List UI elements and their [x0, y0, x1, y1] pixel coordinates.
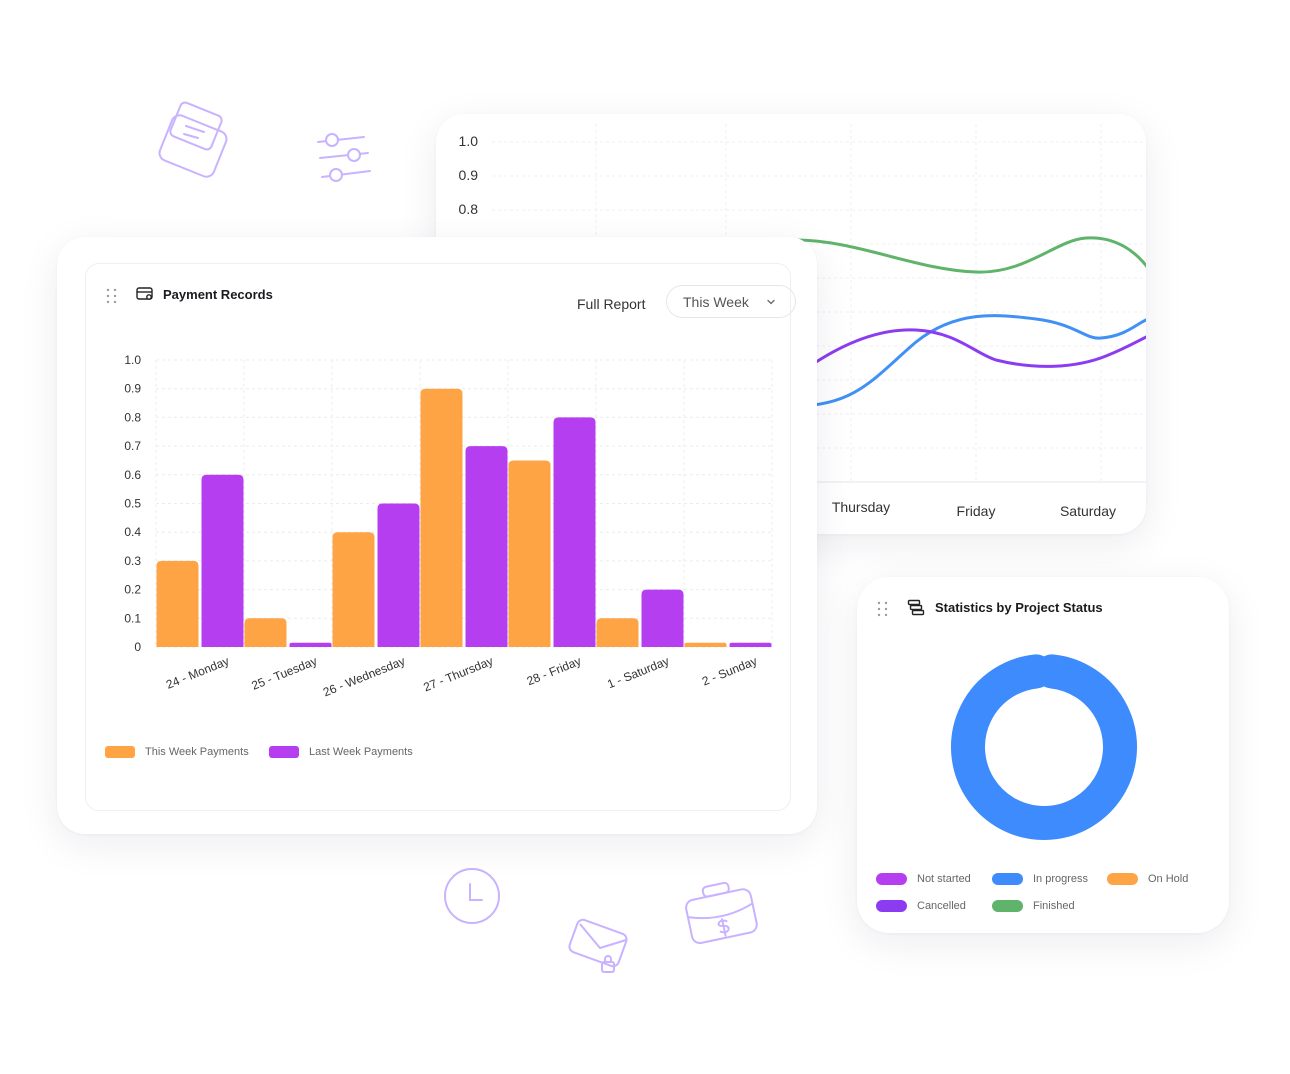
- legend-label-cancelled: Cancelled: [917, 900, 966, 912]
- line-x-tick-label: Saturday: [1060, 503, 1116, 519]
- project-status-donut: [951, 654, 1137, 840]
- line-y-tick-label: 0.9: [459, 167, 479, 183]
- bar-last-week: [465, 446, 508, 647]
- bar-last-week: [553, 417, 596, 647]
- clock-icon: [444, 868, 500, 924]
- x-tick-label: 24 - Monday: [164, 654, 231, 692]
- line-y-tick-label: 0.8: [459, 201, 479, 217]
- y-tick-label: 0.4: [124, 525, 141, 539]
- envelope-icon: [158, 101, 228, 178]
- line-x-tick-label: Thursday: [832, 499, 890, 515]
- payment-records-card: Payment Records Full Report This Week 1.…: [57, 237, 817, 834]
- bar-last-week: [201, 474, 244, 647]
- bar-this-week: [508, 460, 551, 647]
- y-tick-label: 0.6: [124, 468, 141, 482]
- y-tick-label: 0.2: [124, 583, 141, 597]
- x-tick-label: 1 - Saturday: [605, 654, 671, 691]
- bar-this-week: [156, 560, 199, 647]
- y-tick-label: 0.9: [124, 382, 141, 396]
- mail-lock-icon: [568, 918, 628, 973]
- legend-label-finished: Finished: [1033, 900, 1075, 912]
- x-tick-label: 2 - Sunday: [700, 654, 759, 689]
- y-tick-label: 0.8: [124, 410, 141, 424]
- project-status-title: Statistics by Project Status: [935, 600, 1103, 615]
- legend-label-this-week: This Week Payments: [145, 746, 249, 758]
- bar-this-week: [244, 618, 287, 647]
- legend-swatch-last-week: [269, 746, 299, 758]
- legend-label-last-week: Last Week Payments: [309, 746, 413, 758]
- legend-pill-on-hold: [1107, 873, 1138, 885]
- payment-card-icon: [136, 287, 153, 300]
- line-x-tick-label: Friday: [957, 503, 996, 519]
- donut-segment: [951, 654, 1137, 840]
- bar-this-week: [596, 618, 639, 647]
- y-tick-label: 0.1: [124, 611, 141, 625]
- legend-pill-in-progress: [992, 873, 1023, 885]
- legend-label-not-started: Not started: [917, 873, 971, 885]
- line-series-path: [794, 328, 1146, 378]
- period-select-value: This Week: [683, 294, 749, 310]
- payment-bar-chart: 1.0 0.9 0.8 0.7 0.6 0.5 0.4 0.3 0.2 0.1 0 24 - Mond…: [124, 353, 773, 700]
- legend-label-in-progress: In progress: [1033, 873, 1089, 885]
- legend-pill-cancelled: [876, 900, 907, 912]
- drag-handle-icon[interactable]: [106, 288, 118, 304]
- line-y-tick-label: 1.0: [459, 133, 479, 149]
- legend-not-started: Not started: [876, 873, 971, 885]
- line-series-path: [794, 236, 1146, 274]
- payment-records-title: Payment Records: [163, 287, 273, 302]
- y-tick-label: 0: [134, 640, 141, 654]
- x-tick-label: 25 - Tuesday: [250, 654, 320, 693]
- x-tick-label: 26 - Wednesday: [321, 654, 407, 700]
- legend-label-on-hold: On Hold: [1148, 873, 1189, 885]
- y-tick-label: 1.0: [124, 353, 141, 367]
- payment-records-panel: Payment Records Full Report This Week 1.…: [85, 263, 796, 811]
- y-tick-label: 0.3: [124, 554, 141, 568]
- project-status-card: Statistics by Project Status Not started…: [857, 577, 1229, 933]
- bar-last-week: [729, 642, 772, 647]
- legend-item-this-week: This Week Payments: [105, 746, 249, 758]
- legend-in-progress: In progress: [992, 873, 1088, 885]
- y-tick-label: 0.5: [124, 497, 141, 511]
- sliders-icon: [317, 133, 371, 182]
- legend-item-last-week: Last Week Payments: [269, 746, 413, 758]
- bar-this-week: [684, 642, 727, 647]
- legend-pill-finished: [992, 900, 1023, 912]
- bar-this-week: [420, 388, 463, 647]
- y-tick-label: 0.7: [124, 439, 141, 453]
- period-select[interactable]: This Week: [666, 285, 796, 318]
- bar-last-week: [641, 589, 684, 647]
- legend-swatch-this-week: [105, 746, 135, 758]
- x-tick-label: 27 - Thursday: [421, 654, 495, 695]
- legend-on-hold: On Hold: [1107, 873, 1188, 885]
- legend-finished: Finished: [992, 900, 1075, 912]
- bar-this-week: [332, 532, 375, 647]
- legend-cancelled: Cancelled: [876, 900, 966, 912]
- full-report-link[interactable]: Full Report: [577, 296, 646, 312]
- chevron-down-icon: [767, 299, 775, 305]
- stack-list-icon: [907, 599, 925, 616]
- drag-handle-icon[interactable]: [877, 601, 889, 617]
- line-series-path: [794, 314, 1146, 408]
- briefcase-dollar-icon: [685, 881, 758, 945]
- bar-last-week: [289, 642, 332, 647]
- bar-last-week: [377, 503, 420, 647]
- legend-pill-not-started: [876, 873, 907, 885]
- x-tick-label: 28 - Friday: [525, 654, 583, 688]
